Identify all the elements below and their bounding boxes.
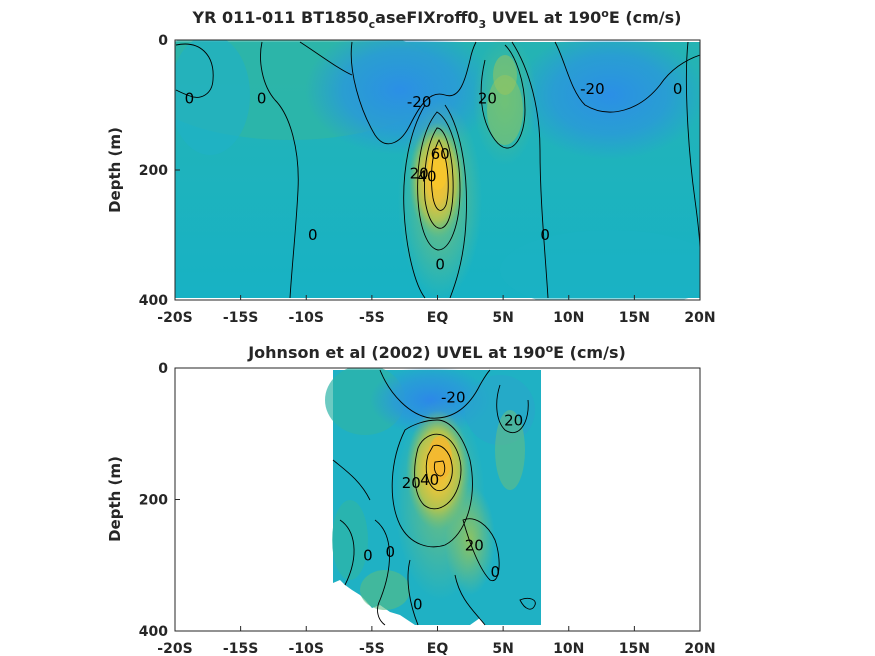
bottom-x-tick-label: -5S xyxy=(359,641,385,656)
bottom-y-tick-label: 400 xyxy=(139,624,168,640)
top-x-tick-label: 20N xyxy=(684,310,715,326)
bottom-x-axis: -20S -15S -10S -5S EQ 5N 10N 15N 20N xyxy=(157,626,716,656)
top-y-tick-label: 200 xyxy=(139,163,168,179)
top-x-tick-label: EQ xyxy=(427,310,449,326)
bottom-title-end: E (cm/s) xyxy=(553,343,626,362)
bottom-contours xyxy=(332,369,536,626)
bottom-contour-label: 20 xyxy=(402,474,421,492)
bottom-title-sup: o xyxy=(546,342,554,355)
bottom-x-tick-label: 15N xyxy=(619,641,650,656)
top-y-tick-label: 400 xyxy=(139,293,168,309)
top-contour-label: 0 xyxy=(435,255,445,273)
bottom-title-main: Johnson et al (2002) UVEL at 190 xyxy=(247,343,545,362)
top-x-axis: -20S -15S -10S -5S EQ 5N 10N 15N 20N xyxy=(157,295,716,326)
bottom-x-tick-label: -20S xyxy=(157,641,192,656)
bottom-title: Johnson et al (2002) UVEL at 190oE (cm/s… xyxy=(247,342,626,362)
top-contour-label: -20 xyxy=(407,93,432,111)
top-title-sub2: 3 xyxy=(479,18,487,31)
bottom-x-tick-label: 20N xyxy=(684,641,715,656)
top-title-tail: UVEL at 190 xyxy=(486,8,601,27)
top-title-sub1: c xyxy=(369,18,376,31)
top-panel: YR 011-011 BT1850caseFIXroff03 UVEL at 1… xyxy=(106,7,716,326)
bottom-x-tick-label: EQ xyxy=(427,641,449,656)
top-contour-label: 0 xyxy=(257,90,267,108)
bottom-colormap xyxy=(325,368,541,625)
top-contour-label: 40 xyxy=(417,168,436,186)
top-y-axis: 0 200 400 xyxy=(139,33,180,309)
bottom-contour-label: -20 xyxy=(441,389,466,407)
bottom-contour-label: 0 xyxy=(413,596,423,614)
top-title-main: YR 011-011 BT1850 xyxy=(192,8,369,27)
top-contour-label: 0 xyxy=(185,90,195,108)
top-x-tick-label: -20S xyxy=(157,310,192,326)
top-contour-label: 60 xyxy=(431,145,450,163)
bottom-y-axis: 0 200 400 xyxy=(139,361,180,640)
top-contour-label: 20 xyxy=(410,164,429,182)
top-contour-label: 0 xyxy=(540,226,550,244)
bottom-y-tick-label: 0 xyxy=(158,361,168,377)
top-x-tick-label: -10S xyxy=(289,310,324,326)
bottom-x-tick-label: -15S xyxy=(223,641,258,656)
bottom-contour-label: 20 xyxy=(504,412,523,430)
top-y-axis-label: Depth (m) xyxy=(106,127,124,213)
bottom-x-tick-label: 10N xyxy=(553,641,584,656)
bottom-y-axis-label: Depth (m) xyxy=(106,456,124,542)
top-contour-label: 20 xyxy=(478,90,497,108)
top-contours xyxy=(175,41,700,299)
top-x-tick-label: -5S xyxy=(359,310,385,326)
top-x-tick-label: -15S xyxy=(223,310,258,326)
top-contour-label: -20 xyxy=(580,80,605,98)
bottom-contour-label: 20 xyxy=(465,537,484,555)
top-colormap xyxy=(175,40,700,300)
bottom-contour-label: 0 xyxy=(385,543,395,561)
bottom-panel: Johnson et al (2002) UVEL at 190oE (cm/s… xyxy=(106,342,716,656)
top-x-tick-label: 15N xyxy=(619,310,650,326)
bottom-x-tick-label: 5N xyxy=(492,641,513,656)
top-x-tick-label: 5N xyxy=(492,310,513,326)
top-x-tick-label: 10N xyxy=(553,310,584,326)
bottom-contour-label: 0 xyxy=(363,546,373,564)
top-title-end: E (cm/s) xyxy=(609,8,682,27)
bottom-contour-label: 40 xyxy=(420,471,439,489)
bottom-y-tick-label: 200 xyxy=(139,493,168,509)
top-y-tick-label: 0 xyxy=(158,33,168,49)
bottom-x-tick-label: -10S xyxy=(289,641,324,656)
top-title: YR 011-011 BT1850caseFIXroff03 UVEL at 1… xyxy=(192,7,682,31)
bottom-contour-label: 0 xyxy=(490,563,500,581)
top-contour-label: 0 xyxy=(308,226,318,244)
top-title-sup: o xyxy=(601,7,609,20)
top-contour-label: 0 xyxy=(673,80,683,98)
top-title-mid: aseFIXroff0 xyxy=(375,8,478,27)
